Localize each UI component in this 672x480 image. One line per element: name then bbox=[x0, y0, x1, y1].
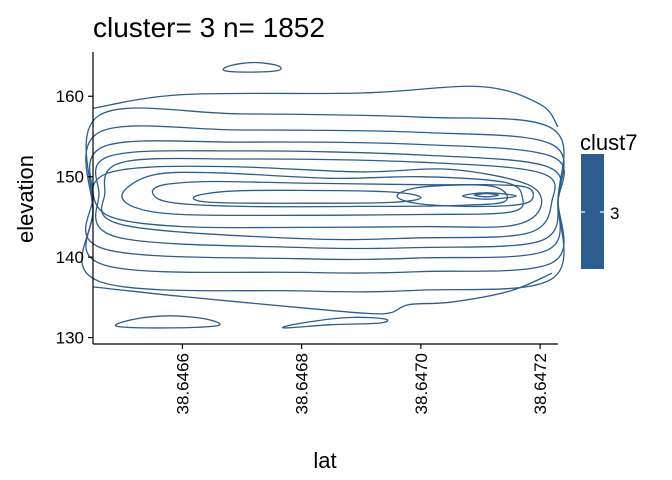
x-tick-label: 38.6472 bbox=[531, 353, 550, 414]
x-tick-label: 38.6468 bbox=[293, 353, 312, 414]
x-axis-title: lat bbox=[313, 448, 336, 473]
contour-line-6 bbox=[461, 192, 517, 200]
contour-line-2 bbox=[121, 171, 524, 217]
contour-line-17 bbox=[282, 316, 389, 329]
y-axis-title: elevation bbox=[13, 155, 38, 243]
legend-label-3: 3 bbox=[610, 204, 619, 223]
x-axis-ticks: 38.6466 38.6468 38.6470 38.6472 bbox=[173, 344, 550, 414]
legend-color-bar bbox=[581, 154, 604, 269]
x-tick-label: 38.6466 bbox=[173, 353, 192, 414]
contour-line-14 bbox=[92, 272, 553, 315]
y-tick-label: 130 bbox=[56, 329, 84, 348]
contour-line-4 bbox=[192, 189, 422, 204]
contour-line-15 bbox=[222, 61, 282, 73]
contour-line-16 bbox=[114, 315, 221, 329]
legend: clust7 3 bbox=[580, 130, 637, 269]
chart-title: cluster= 3 n= 1852 bbox=[93, 12, 325, 43]
contour-layer bbox=[81, 61, 565, 329]
contour-line-1 bbox=[92, 165, 543, 229]
contour-line-8 bbox=[100, 157, 556, 241]
contour-line-7 bbox=[473, 192, 500, 198]
contour-line-13 bbox=[92, 85, 559, 128]
y-tick-label: 140 bbox=[56, 248, 84, 267]
y-tick-label: 160 bbox=[56, 87, 84, 106]
legend-title: clust7 bbox=[580, 130, 637, 155]
x-tick-label: 38.6470 bbox=[412, 353, 431, 414]
contour-line-5 bbox=[396, 184, 535, 208]
y-axis-ticks: 130 140 150 160 bbox=[56, 87, 93, 348]
contour-line-12 bbox=[81, 107, 565, 293]
y-tick-label: 150 bbox=[56, 168, 84, 187]
